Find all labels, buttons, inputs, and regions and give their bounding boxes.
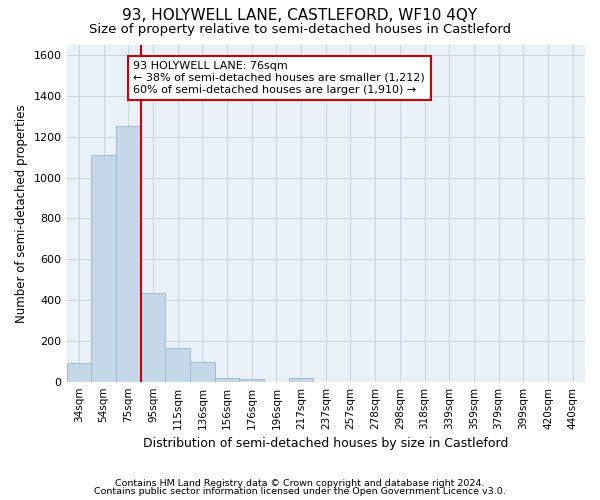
Bar xyxy=(91,155,116,382)
Text: Contains public sector information licensed under the Open Government Licence v3: Contains public sector information licen… xyxy=(94,487,506,496)
Bar xyxy=(289,378,313,382)
Text: Size of property relative to semi-detached houses in Castleford: Size of property relative to semi-detach… xyxy=(89,22,511,36)
X-axis label: Distribution of semi-detached houses by size in Castleford: Distribution of semi-detached houses by … xyxy=(143,437,508,450)
Bar xyxy=(140,293,165,382)
Text: 93, HOLYWELL LANE, CASTLEFORD, WF10 4QY: 93, HOLYWELL LANE, CASTLEFORD, WF10 4QY xyxy=(122,8,478,22)
Bar xyxy=(239,378,264,382)
Y-axis label: Number of semi-detached properties: Number of semi-detached properties xyxy=(15,104,28,322)
Bar xyxy=(165,348,190,382)
Bar xyxy=(190,362,215,382)
Bar xyxy=(116,126,140,382)
Bar xyxy=(215,378,239,382)
Text: Contains HM Land Registry data © Crown copyright and database right 2024.: Contains HM Land Registry data © Crown c… xyxy=(115,478,485,488)
Text: 93 HOLYWELL LANE: 76sqm
← 38% of semi-detached houses are smaller (1,212)
60% of: 93 HOLYWELL LANE: 76sqm ← 38% of semi-de… xyxy=(133,62,425,94)
Bar xyxy=(67,364,91,382)
